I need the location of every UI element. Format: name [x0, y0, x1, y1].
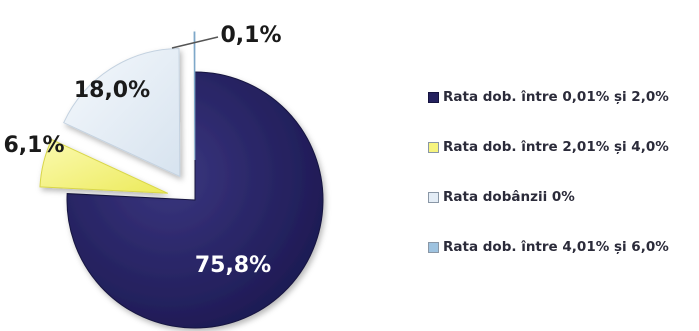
legend-swatch	[428, 241, 439, 253]
pie-slices	[39, 31, 324, 329]
slice-value-label: 18,0%	[74, 78, 150, 103]
legend: Rata dob. între 0,01% și 2,0% Rata dob. …	[428, 88, 698, 256]
legend-label: Rata dob. între 4,01% și 6,0%	[443, 239, 669, 255]
pie-slice	[193, 31, 196, 161]
legend-item: Rata dob. între 2,01% și 4,0%	[428, 138, 698, 156]
legend-label: Rata dob. între 0,01% și 2,0%	[443, 89, 669, 105]
pie-value-labels: 75,8% 6,1% 18,0% 0,1%	[3, 23, 281, 278]
pie-slice	[39, 138, 169, 194]
slice-value-label: 6,1%	[3, 133, 64, 158]
pie-slice	[66, 71, 324, 329]
legend-item: Rata dobânzii 0%	[428, 188, 698, 206]
legend-item: Rata dob. între 0,01% și 2,0%	[428, 88, 698, 106]
leader-line	[171, 36, 219, 49]
legend-swatch	[428, 91, 439, 103]
slice-value-label: 0,1%	[220, 23, 281, 48]
legend-swatch	[428, 191, 439, 203]
pie-slice	[63, 47, 181, 178]
legend-label: Rata dob. între 2,01% și 4,0%	[443, 139, 669, 155]
legend-label: Rata dobânzii 0%	[443, 189, 575, 205]
slice-value-label: 75,8%	[195, 253, 271, 278]
legend-item: Rata dob. între 4,01% și 6,0%	[428, 238, 698, 256]
legend-swatch	[428, 141, 439, 153]
